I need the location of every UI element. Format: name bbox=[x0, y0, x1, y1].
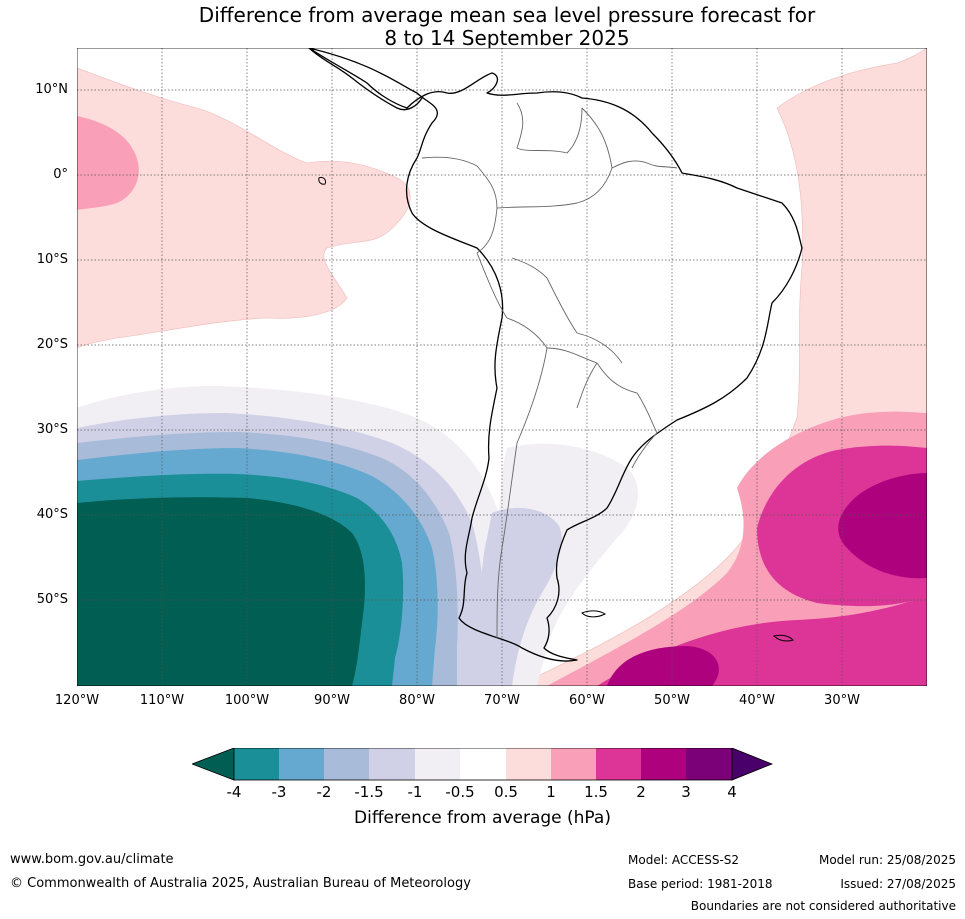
contour-west-p1 bbox=[77, 116, 139, 210]
colorbar-m4-m3 bbox=[234, 748, 279, 780]
colorbar-tick: -4 bbox=[226, 783, 242, 801]
colorbar-m05-05 bbox=[460, 748, 506, 780]
pressure-anomaly-map bbox=[77, 48, 927, 686]
graticule bbox=[77, 48, 927, 686]
country-borders bbox=[421, 102, 678, 639]
colorbar-p05-1 bbox=[506, 748, 551, 780]
map-title: Difference from average mean sea level p… bbox=[77, 4, 937, 50]
footer-copyright: © Commonwealth of Australia 2025, Austra… bbox=[10, 876, 471, 891]
lon-label: 100°W bbox=[224, 693, 270, 708]
title-line-2: 8 to 14 September 2025 bbox=[384, 26, 630, 50]
south-georgia bbox=[773, 634, 794, 642]
lon-label: 70°W bbox=[484, 693, 520, 708]
lon-label: 120°W bbox=[54, 693, 100, 708]
footer-url: www.bom.gov.au/climate bbox=[10, 852, 174, 867]
footer-issued: Issued: 27/08/2025 bbox=[840, 877, 956, 891]
colorbar-tick: 4 bbox=[727, 783, 737, 801]
colorbar-p3-4 bbox=[686, 748, 732, 780]
lat-label: 40°S bbox=[36, 507, 68, 522]
colorbar-tick: 1.5 bbox=[584, 783, 608, 801]
footer-model-run: Model run: 25/08/2025 bbox=[818, 853, 956, 867]
contour-south-p2 bbox=[607, 646, 719, 686]
south-america-coastline bbox=[308, 48, 803, 662]
lon-label: 40°W bbox=[739, 693, 775, 708]
galapagos bbox=[318, 177, 326, 185]
colorbar-tick: -2 bbox=[316, 783, 332, 801]
lat-label: 10°S bbox=[36, 252, 68, 267]
lat-label: 0° bbox=[53, 167, 68, 182]
title-line-1: Difference from average mean sea level p… bbox=[198, 3, 816, 27]
colorbar-m3-m2 bbox=[279, 748, 324, 780]
colorbar-m15-m1 bbox=[369, 748, 415, 780]
lon-label: 30°W bbox=[824, 693, 860, 708]
contour-sw-m4 bbox=[77, 497, 365, 686]
footer-base-period: Base period: 1981-2018 bbox=[628, 877, 773, 891]
colorbar bbox=[192, 748, 774, 781]
colorbar-tick: 0.5 bbox=[494, 783, 518, 801]
colorbar-p1-15 bbox=[551, 748, 596, 780]
colorbar-lt-m4 bbox=[192, 748, 235, 781]
contour-pat-m05 bbox=[492, 443, 638, 686]
colorbar-gt-4 bbox=[731, 748, 774, 781]
lon-label: 50°W bbox=[654, 693, 690, 708]
lon-label: 110°W bbox=[139, 693, 185, 708]
colorbar-tick: -1.5 bbox=[354, 783, 384, 801]
colorbar-p15-2 bbox=[596, 748, 641, 780]
footer-model: Model: ACCESS-S2 bbox=[628, 853, 740, 867]
colorbar-m2-m15 bbox=[324, 748, 369, 780]
lat-label: 30°S bbox=[36, 422, 68, 437]
lon-label: 60°W bbox=[569, 693, 605, 708]
colorbar-tick: 3 bbox=[681, 783, 691, 801]
colorbar-m1-m05 bbox=[415, 748, 460, 780]
contour-west-p05 bbox=[77, 67, 411, 349]
lon-label: 80°W bbox=[399, 693, 435, 708]
colorbar-tick: 2 bbox=[636, 783, 646, 801]
lon-label: 90°W bbox=[314, 693, 350, 708]
colorbar-tick: -1 bbox=[407, 783, 423, 801]
contour-east-p2 bbox=[838, 473, 927, 579]
colorbar-title: Difference from average (hPa) bbox=[354, 808, 611, 828]
lat-label: 50°S bbox=[36, 592, 68, 607]
lat-label: 20°S bbox=[36, 337, 68, 352]
colorbar-tick: -0.5 bbox=[445, 783, 475, 801]
footer-disclaimer: Boundaries are not considered authoritat… bbox=[690, 899, 956, 913]
contour-east-p15 bbox=[597, 448, 927, 686]
colorbar-p2-3 bbox=[641, 748, 686, 780]
colorbar-tick: 1 bbox=[546, 783, 556, 801]
central-america-coastline bbox=[308, 48, 423, 111]
lat-label: 10°N bbox=[35, 82, 68, 97]
colorbar-tick: -3 bbox=[271, 783, 287, 801]
falkland-islands bbox=[581, 610, 606, 618]
